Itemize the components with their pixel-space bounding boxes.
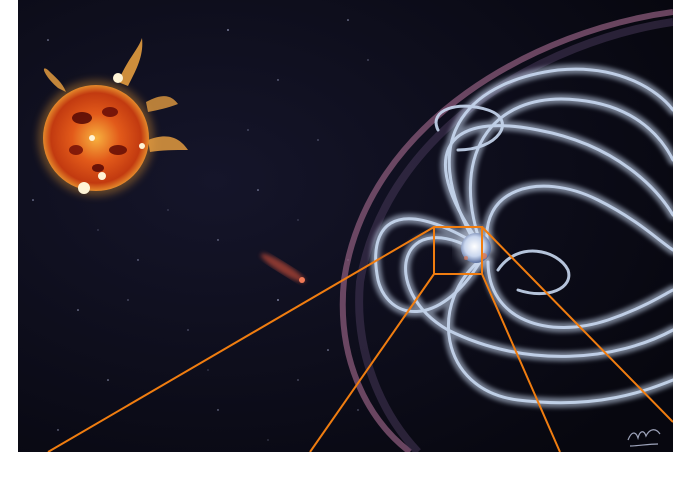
- artist-signature: [627, 429, 661, 447]
- zoom-line: [481, 273, 561, 452]
- magnetosphere-field-lines: [370, 64, 673, 408]
- zoom-line: [47, 226, 435, 452]
- sun: [38, 38, 188, 196]
- star-field: [32, 19, 369, 441]
- bow-shock: [339, 9, 673, 452]
- zoom-line: [309, 273, 435, 452]
- sun-earth-magnetosphere-artwork: [18, 0, 673, 452]
- earth: [456, 228, 496, 268]
- zoom-callout: [47, 226, 673, 452]
- zoom-line: [481, 226, 673, 423]
- zoom-box: [433, 226, 483, 275]
- comet: [260, 253, 306, 283]
